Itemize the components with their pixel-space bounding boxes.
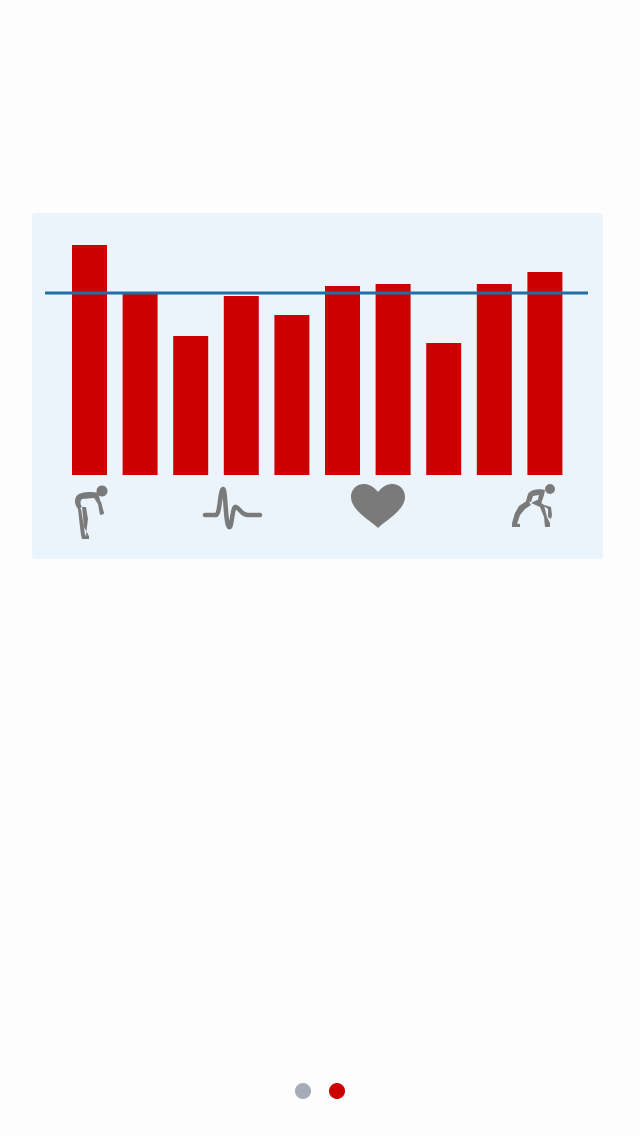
bar-chart <box>45 245 588 475</box>
bar-4 <box>223 296 259 475</box>
heart-icon <box>349 483 411 549</box>
bar-9 <box>476 284 512 475</box>
page-indicator <box>0 1083 640 1101</box>
bar-6 <box>325 286 360 475</box>
page-dot-2[interactable] <box>329 1083 345 1099</box>
page-dot-1[interactable] <box>295 1083 311 1099</box>
bar-1 <box>72 245 107 475</box>
bar-3 <box>173 336 209 475</box>
sprinter-start-icon <box>510 483 562 549</box>
chart-card <box>32 213 603 559</box>
bar-5 <box>274 315 310 475</box>
bar-10 <box>527 272 563 475</box>
bar-2 <box>122 294 158 475</box>
bars <box>72 245 563 475</box>
bar-8 <box>426 343 462 475</box>
heartbeat-pulse-icon <box>202 483 268 549</box>
bar-7 <box>375 284 411 475</box>
tired-runner-icon <box>70 483 118 549</box>
